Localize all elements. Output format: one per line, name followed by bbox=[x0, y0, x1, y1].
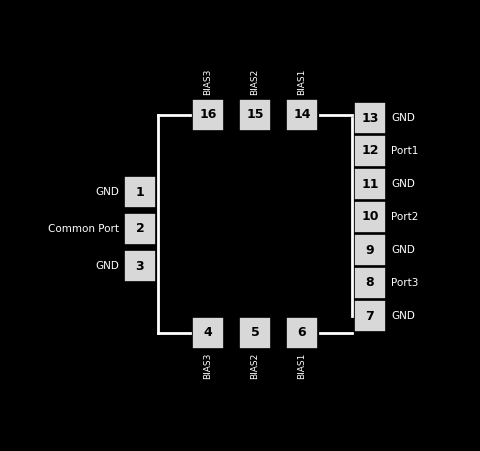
FancyBboxPatch shape bbox=[124, 176, 156, 208]
Text: 15: 15 bbox=[246, 109, 264, 121]
Text: BIAS2: BIAS2 bbox=[251, 69, 260, 95]
FancyBboxPatch shape bbox=[124, 250, 156, 282]
Text: 14: 14 bbox=[293, 109, 311, 121]
Text: BIAS1: BIAS1 bbox=[298, 69, 307, 95]
FancyBboxPatch shape bbox=[286, 317, 318, 349]
Text: 3: 3 bbox=[136, 259, 144, 272]
FancyBboxPatch shape bbox=[192, 99, 224, 131]
FancyBboxPatch shape bbox=[192, 317, 224, 349]
Text: 1: 1 bbox=[136, 185, 144, 198]
FancyBboxPatch shape bbox=[354, 102, 386, 134]
Text: 11: 11 bbox=[361, 178, 379, 190]
FancyBboxPatch shape bbox=[239, 317, 271, 349]
Text: 7: 7 bbox=[366, 309, 374, 322]
Text: BIAS1: BIAS1 bbox=[298, 353, 307, 379]
Text: 4: 4 bbox=[204, 327, 212, 340]
FancyBboxPatch shape bbox=[354, 135, 386, 167]
Text: 13: 13 bbox=[361, 111, 379, 124]
FancyBboxPatch shape bbox=[354, 201, 386, 233]
FancyBboxPatch shape bbox=[286, 99, 318, 131]
Text: 10: 10 bbox=[361, 211, 379, 224]
FancyBboxPatch shape bbox=[124, 213, 156, 245]
Text: 6: 6 bbox=[298, 327, 306, 340]
Text: 5: 5 bbox=[251, 327, 259, 340]
Text: 2: 2 bbox=[136, 222, 144, 235]
Text: 9: 9 bbox=[366, 244, 374, 257]
Text: Port1: Port1 bbox=[391, 146, 419, 156]
Text: GND: GND bbox=[391, 113, 415, 123]
FancyBboxPatch shape bbox=[354, 267, 386, 299]
FancyBboxPatch shape bbox=[239, 99, 271, 131]
Text: BIAS2: BIAS2 bbox=[251, 353, 260, 379]
Text: GND: GND bbox=[391, 311, 415, 321]
Text: 8: 8 bbox=[366, 276, 374, 290]
Text: Port3: Port3 bbox=[391, 278, 419, 288]
Text: 16: 16 bbox=[199, 109, 216, 121]
Text: Port2: Port2 bbox=[391, 212, 419, 222]
FancyBboxPatch shape bbox=[354, 168, 386, 200]
Text: 12: 12 bbox=[361, 144, 379, 157]
Text: GND: GND bbox=[95, 187, 119, 197]
FancyBboxPatch shape bbox=[354, 234, 386, 266]
FancyBboxPatch shape bbox=[354, 300, 386, 332]
Text: GND: GND bbox=[95, 261, 119, 271]
Text: BIAS3: BIAS3 bbox=[204, 69, 213, 95]
Text: Common Port: Common Port bbox=[48, 224, 119, 234]
Text: GND: GND bbox=[391, 245, 415, 255]
Text: GND: GND bbox=[391, 179, 415, 189]
Text: BIAS3: BIAS3 bbox=[204, 353, 213, 379]
